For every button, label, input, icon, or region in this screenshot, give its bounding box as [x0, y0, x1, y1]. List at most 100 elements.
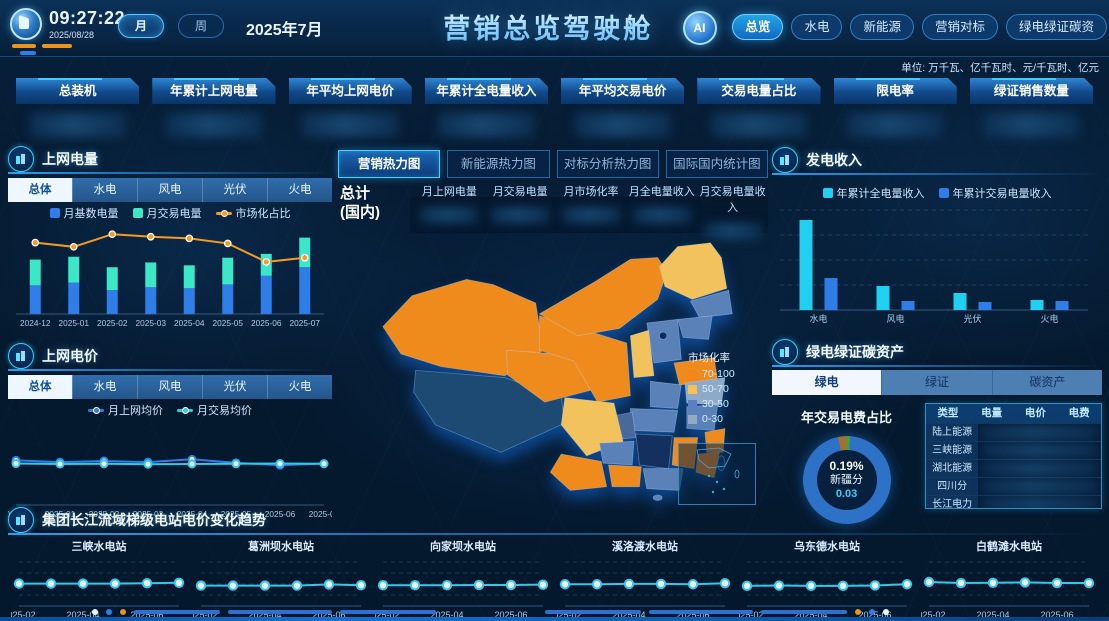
grid-price-chart[interactable]: 2024-122025-012025-022025-032025-042025-…: [1, 421, 340, 521]
svg-text:2025-04: 2025-04: [174, 318, 205, 328]
kpi-ytd-grid-energy: 年累计上网电量: [152, 78, 275, 137]
svg-text:2025-06: 2025-06: [1040, 610, 1073, 620]
station-chart[interactable]: 2025-02 2025-04 2025-06: [184, 556, 369, 621]
current-period-label: 2025年7月: [246, 22, 323, 39]
table-row[interactable]: 湖北能源: [926, 459, 1101, 477]
station-chart[interactable]: 2025-02 2025-04 2025-06: [912, 556, 1097, 621]
cell-blurred: [981, 480, 1098, 493]
map-legend: 市场化率 70-100 50-70 30-50 0-30: [688, 352, 735, 425]
kpi-tab[interactable]: 总装机: [16, 78, 139, 104]
tab-hydro[interactable]: 水电: [72, 375, 137, 399]
svg-text:水电: 水电: [809, 313, 827, 324]
svg-text:2025-04: 2025-04: [612, 610, 645, 620]
svg-text:2025-06: 2025-06: [312, 610, 345, 620]
green-assets-panel: 绿电绿证碳资产 绿电 绿证 碳资产 年交易电费占比 0.19% 新疆分 0.03: [772, 338, 1102, 524]
kpi-value-blurred: [302, 113, 399, 137]
tab-benchmark-heatmap[interactable]: 对标分析热力图: [556, 150, 659, 178]
kpi-tab[interactable]: 年平均交易电价: [561, 78, 684, 104]
tab-green-power[interactable]: 绿电: [772, 370, 882, 395]
svg-text:2025-07: 2025-07: [290, 318, 321, 328]
svg-text:2025-02: 2025-02: [557, 610, 582, 620]
station-chart[interactable]: 2025-02 2025-04 2025-06: [2, 556, 187, 621]
legend-label: 月上网均价: [108, 405, 163, 417]
svg-text:2025-04: 2025-04: [794, 610, 827, 620]
cell-blurred: [981, 444, 1098, 457]
kpi-curtailment: 限电率: [834, 78, 957, 137]
kpi-ytd-revenue: 年累计全电量收入: [425, 78, 548, 137]
nav-item-newenergy[interactable]: 新能源: [850, 14, 914, 40]
svg-text:2025-05: 2025-05: [213, 318, 244, 328]
kpi-tab[interactable]: 交易电量占比: [697, 78, 820, 104]
table-row[interactable]: 陆上能源: [926, 423, 1101, 441]
kpi-tab[interactable]: 绿证销售数量: [970, 78, 1093, 104]
cascade-stations-panel: 集团长江流域梯级电站电价变化趋势 三峡水电站2025-022025-042025…: [2, 506, 1101, 621]
legend-swatch: [688, 369, 697, 379]
donut-title: 年交易电费占比: [801, 410, 893, 425]
stat-trade-revenue: 月交易电量收入: [697, 183, 768, 239]
decor-dash: [20, 51, 36, 55]
tab-solar[interactable]: 光伏: [202, 178, 267, 202]
tab-newenergy-heatmap[interactable]: 新能源热力图: [447, 150, 550, 178]
tab-solar[interactable]: 光伏: [202, 375, 267, 399]
nav-item-overview[interactable]: 总览: [732, 14, 784, 40]
tab-thermal[interactable]: 火电: [267, 178, 332, 202]
svg-text:火电: 火电: [1040, 313, 1058, 324]
energy-legend: 月基数电量 月交易电量 市场化占比: [8, 202, 332, 224]
kpi-tab[interactable]: 年平均上网电价: [289, 78, 412, 104]
tab-wind[interactable]: 风电: [137, 375, 202, 399]
grid-energy-chart[interactable]: 2024-12 2025-01 2025-02 2025-03 2025-04 2025-…: [8, 224, 332, 330]
svg-text:2025-07: 2025-07: [309, 509, 332, 519]
kpi-tab[interactable]: 年累计全电量收入: [425, 78, 548, 104]
svg-text:2025-06: 2025-06: [676, 610, 709, 620]
tab-wind[interactable]: 风电: [137, 178, 202, 202]
footer-decor-right: [545, 609, 889, 615]
revenue-chart[interactable]: 水电 风电 光伏 火电: [772, 204, 1096, 326]
legend-swatch: [688, 414, 697, 424]
tab-hydro[interactable]: 水电: [72, 178, 137, 202]
table-row[interactable]: 三峡能源: [926, 441, 1101, 459]
period-week-button[interactable]: 周: [178, 14, 225, 38]
kpi-tab[interactable]: 年累计上网电量: [152, 78, 275, 104]
ai-badge[interactable]: AI: [682, 11, 717, 45]
kpi-value-blurred: [574, 113, 671, 137]
station-chart[interactable]: 2025-02 2025-04 2025-06: [366, 556, 551, 621]
tab-total[interactable]: 总体: [8, 178, 72, 202]
station-chart[interactable]: 2025-02 2025-04 2025-06: [730, 556, 915, 621]
tab-intl-domestic-stats[interactable]: 国际国内统计图: [665, 150, 768, 178]
table-row[interactable]: 四川分: [926, 477, 1101, 495]
svg-text:2025-02: 2025-02: [11, 610, 36, 620]
green-table[interactable]: 类型 电量 电价 电费 陆上能源 三峡能源 湖北能源 四川分 长江电力 新疆分: [925, 403, 1102, 509]
station-chart[interactable]: 2025-02 2025-04 2025-06: [548, 556, 733, 621]
nav-item-hydro[interactable]: 水电: [791, 14, 843, 40]
kpi-row: 总装机 年累计上网电量 年平均上网电价 年累计全电量收入 年平均交易电价 交易电…: [16, 78, 1093, 137]
nav-item-benchmark[interactable]: 营销对标: [921, 14, 998, 40]
footer-bar: [0, 617, 1109, 621]
kpi-tab[interactable]: 限电率: [834, 78, 957, 104]
svg-text:风电: 风电: [886, 313, 904, 324]
tab-thermal[interactable]: 火电: [267, 375, 332, 399]
tab-green-cert[interactable]: 绿证: [881, 370, 992, 395]
legend-swatch: [938, 188, 949, 198]
svg-text:2025-04: 2025-04: [177, 509, 208, 519]
trade-fee-donut[interactable]: 0.19% 新疆分 0.03: [802, 436, 891, 524]
panel-title: 发电收入: [806, 152, 862, 168]
nav-item-green[interactable]: 绿电绿证碳资: [1005, 14, 1107, 40]
plant-icon: [772, 339, 798, 365]
china-heatmap[interactable]: 市场化率 70-100 50-70 30-50 0-30: [338, 232, 768, 505]
legend-swatch: [88, 406, 104, 414]
tab-carbon[interactable]: 碳资产: [991, 370, 1102, 395]
cell-blurred: [981, 426, 1098, 439]
center-column: 营销热力图 新能源热力图 对标分析热力图 国际国内统计图 总计 (国内) 月上网…: [338, 150, 768, 505]
kpi-value-blurred: [165, 113, 262, 137]
table-row[interactable]: 长江电力: [926, 495, 1101, 508]
svg-text:2025-06: 2025-06: [265, 509, 296, 519]
svg-text:2025-06: 2025-06: [251, 318, 282, 328]
period-month-button[interactable]: 月: [118, 14, 165, 38]
tab-total[interactable]: 总体: [8, 375, 72, 399]
tab-marketing-heatmap[interactable]: 营销热力图: [338, 150, 441, 178]
right-column: 发电收入 年累计全电量收入 年累计交易电量收入 水电 风电 光伏 火电 绿电绿证碳资产…: [772, 146, 1102, 524]
